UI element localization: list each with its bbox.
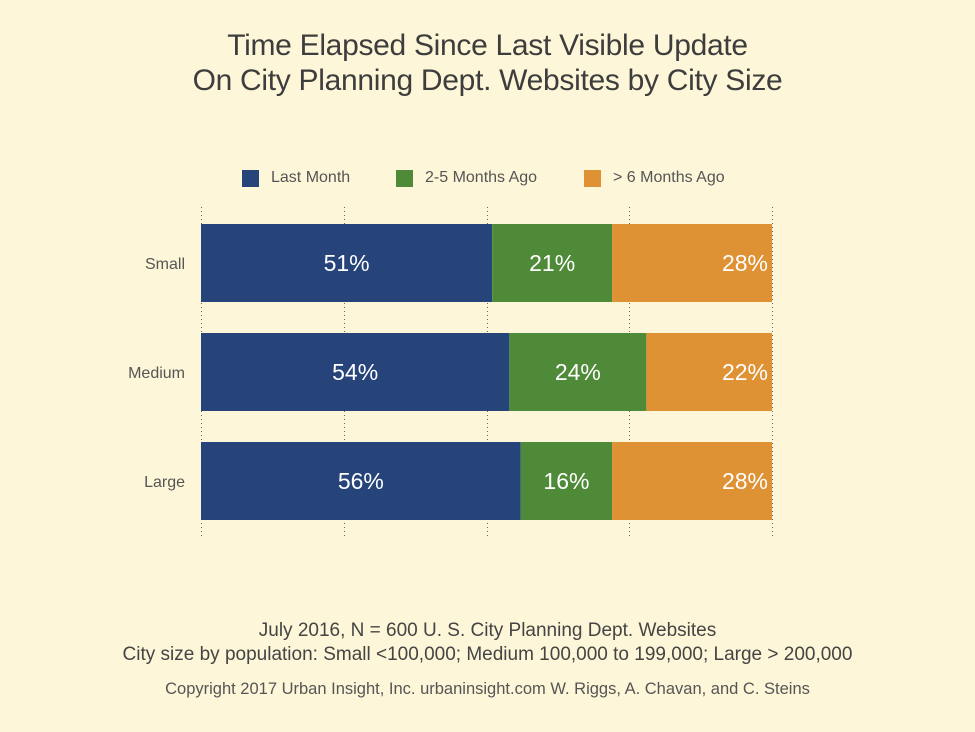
- bar-large-last-month: [201, 442, 521, 520]
- chart-legend: Last Month 2-5 Months Ago > 6 Months Ago: [0, 166, 975, 190]
- data-label-small-6-months-ago: 28%: [722, 250, 768, 276]
- bar-medium-6-months-ago: [646, 333, 772, 411]
- bar-medium-2-5-months-ago: [509, 333, 647, 411]
- legend-label-6-months: > 6 Months Ago: [613, 169, 725, 186]
- legend-item-6-months: > 6 Months Ago: [584, 166, 725, 190]
- data-label-small-2-5-months-ago: 21%: [529, 250, 575, 276]
- data-label-large-2-5-months-ago: 16%: [543, 468, 589, 494]
- bar-medium-last-month: [201, 333, 510, 411]
- category-label-medium: Medium: [128, 365, 185, 382]
- legend-item-2-5-months: 2-5 Months Ago: [396, 166, 537, 190]
- chart-note-city-size: City size by population: Small <100,000;…: [122, 644, 853, 665]
- bar-small-2-5-months-ago: [492, 224, 613, 302]
- category-label-large: Large: [144, 474, 185, 491]
- bar-large-6-months-ago: [612, 442, 772, 520]
- data-label-medium-2-5-months-ago: 24%: [555, 359, 601, 385]
- category-label-small: Small: [145, 256, 185, 273]
- legend-swatch-last-month: [242, 169, 259, 187]
- bar-large-2-5-months-ago: [520, 442, 613, 520]
- chart-title-line-1: Time Elapsed Since Last Visible Update: [227, 29, 748, 62]
- chart-note-sample: July 2016, N = 600 U. S. City Planning D…: [258, 620, 717, 641]
- bar-small-6-months-ago: [612, 224, 772, 302]
- bar-small-last-month: [201, 224, 493, 302]
- data-label-large-6-months-ago: 28%: [722, 468, 768, 494]
- legend-label-last-month: Last Month: [271, 169, 351, 186]
- legend-label-2-5-months: 2-5 Months Ago: [425, 169, 538, 186]
- data-label-medium-last-month: 54%: [332, 359, 378, 385]
- data-label-medium-6-months-ago: 22%: [722, 359, 768, 385]
- legend-item-last-month: Last Month: [242, 166, 350, 190]
- data-label-large-last-month: 56%: [338, 468, 384, 494]
- legend-swatch-6-months: [584, 169, 601, 187]
- chart-title-line-2: On City Planning Dept. Websites by City …: [192, 64, 783, 97]
- legend-swatch-2-5-months: [396, 169, 413, 187]
- data-label-small-last-month: 51%: [324, 250, 370, 276]
- chart-copyright: Copyright 2017 Urban Insight, Inc. urban…: [165, 680, 810, 698]
